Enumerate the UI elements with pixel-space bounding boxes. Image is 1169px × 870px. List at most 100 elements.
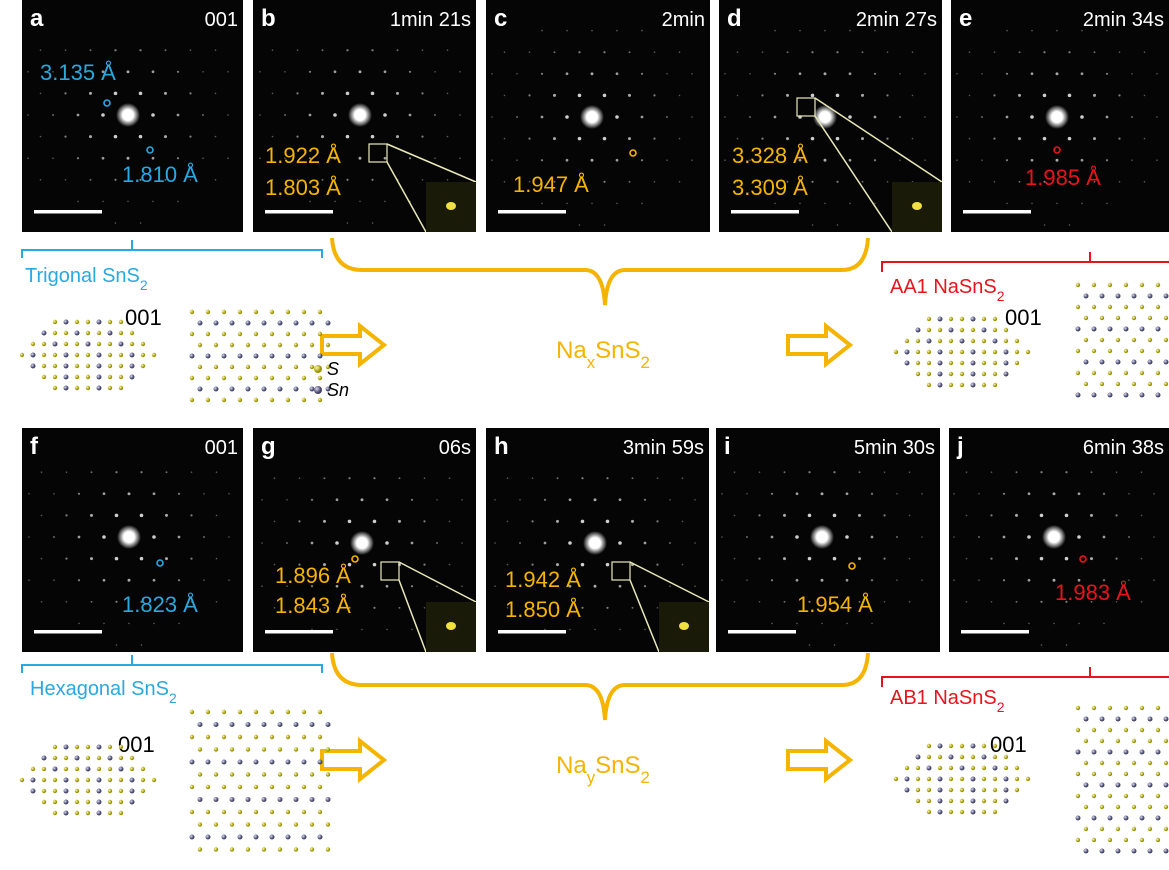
s-atom: [119, 320, 123, 324]
s-atom: [1100, 739, 1104, 743]
diffraction-spot: [799, 30, 801, 32]
diffraction-spot: [164, 135, 167, 138]
panel-letter: a: [30, 5, 44, 32]
s-atom: [1164, 827, 1168, 831]
diffraction-spot: [139, 135, 143, 139]
s-atom: [119, 386, 123, 390]
s-atom: [949, 788, 953, 792]
diffraction-spot: [924, 159, 926, 161]
diffraction-spot: [384, 70, 387, 73]
diffraction-spot: [272, 93, 274, 95]
diffraction-spot: [27, 157, 29, 159]
s-atom: [222, 785, 226, 789]
sn-atom: [286, 354, 291, 359]
d-spacing: 1.954 Å: [797, 592, 873, 617]
diffraction-spot: [215, 136, 217, 138]
s-atom: [238, 376, 242, 380]
s-atom: [294, 822, 298, 826]
s-atom: [982, 372, 986, 376]
s-atom: [927, 317, 931, 321]
diffraction-spot: [969, 181, 971, 183]
s-atom: [206, 735, 210, 739]
diffraction-spot: [1019, 181, 1021, 183]
s-atom: [97, 331, 101, 335]
diffraction-spot: [921, 536, 923, 538]
diffraction-spot: [153, 492, 156, 495]
diffraction-spot: [1144, 138, 1146, 140]
diffraction-spot: [372, 222, 374, 224]
s-atom: [262, 343, 266, 347]
s-atom: [214, 343, 218, 347]
s-atom: [286, 735, 290, 739]
d-spacing: 3.135 Å: [40, 60, 116, 85]
diffraction-spot: [1068, 137, 1072, 141]
diffraction-spot: [323, 520, 326, 523]
sn-atom: [1156, 816, 1161, 821]
diffraction-spot: [990, 558, 992, 560]
diffraction-spot: [421, 92, 423, 94]
diffraction-spot: [884, 471, 886, 473]
s-atom: [1076, 794, 1080, 798]
diffraction-spot: [924, 116, 926, 118]
s-atom: [1164, 805, 1168, 809]
s-atom: [294, 772, 298, 776]
diffraction-spot: [603, 51, 605, 53]
s-atom: [53, 320, 57, 324]
s-atom: [86, 778, 90, 782]
diffraction-spot: [669, 585, 671, 587]
s-atom: [86, 364, 90, 368]
inset-spot: [446, 202, 456, 210]
scale-bar: [728, 630, 796, 634]
diffraction-spot: [606, 607, 608, 609]
diffraction-spot: [656, 564, 658, 566]
s-atom: [254, 810, 258, 814]
s-atom: [206, 376, 210, 380]
s-atom: [916, 361, 920, 365]
diffraction-spot: [566, 72, 569, 75]
diffraction-spot: [1156, 159, 1158, 161]
diffraction-spot: [1066, 644, 1068, 646]
diffraction-spot: [411, 585, 413, 587]
diffraction-spot: [516, 73, 518, 75]
s-atom: [949, 777, 953, 781]
diffraction-spot: [981, 159, 983, 161]
diffraction-spot: [578, 137, 582, 141]
s-atom: [1140, 371, 1144, 375]
s-atom: [222, 810, 226, 814]
diffraction-spot: [833, 471, 835, 473]
sn-atom: [214, 722, 219, 727]
sn-atom: [310, 321, 315, 326]
diffraction-spot: [101, 113, 105, 117]
diffraction-spot: [821, 579, 824, 582]
diffraction-spot: [899, 116, 901, 118]
diffraction-spot: [1106, 203, 1108, 205]
s-atom: [1132, 382, 1136, 386]
diffraction-spot: [1131, 116, 1133, 118]
s-atom: [108, 320, 112, 324]
sn-atom: [230, 722, 235, 727]
diffraction-spot: [809, 644, 811, 646]
s-atom: [310, 847, 314, 851]
s-atom: [270, 785, 274, 789]
sn-atom: [1124, 393, 1129, 398]
diffraction-spot: [644, 585, 646, 587]
diffraction-spot: [348, 520, 352, 524]
diffraction-spot: [657, 477, 659, 479]
diffraction-spot: [581, 477, 583, 479]
diffraction-spot: [78, 493, 80, 495]
diffraction-spot: [227, 71, 229, 73]
s-atom: [1164, 316, 1168, 320]
diffraction-spot: [1153, 493, 1155, 495]
diffraction-spot: [993, 94, 995, 96]
sn-atom: [1108, 393, 1113, 398]
sn-atom: [971, 788, 976, 793]
sn-atom: [214, 797, 219, 802]
s-atom: [198, 365, 202, 369]
sn-atom: [905, 361, 910, 366]
sn-atom: [222, 835, 227, 840]
sn-atom: [64, 800, 69, 805]
figure: a0013.135 Å1.810 Åb1min 21s1.922 Å1.803 …: [0, 0, 1169, 870]
sn-atom: [1004, 361, 1009, 366]
s-atom: [1164, 739, 1168, 743]
diffraction-spot: [396, 135, 399, 138]
